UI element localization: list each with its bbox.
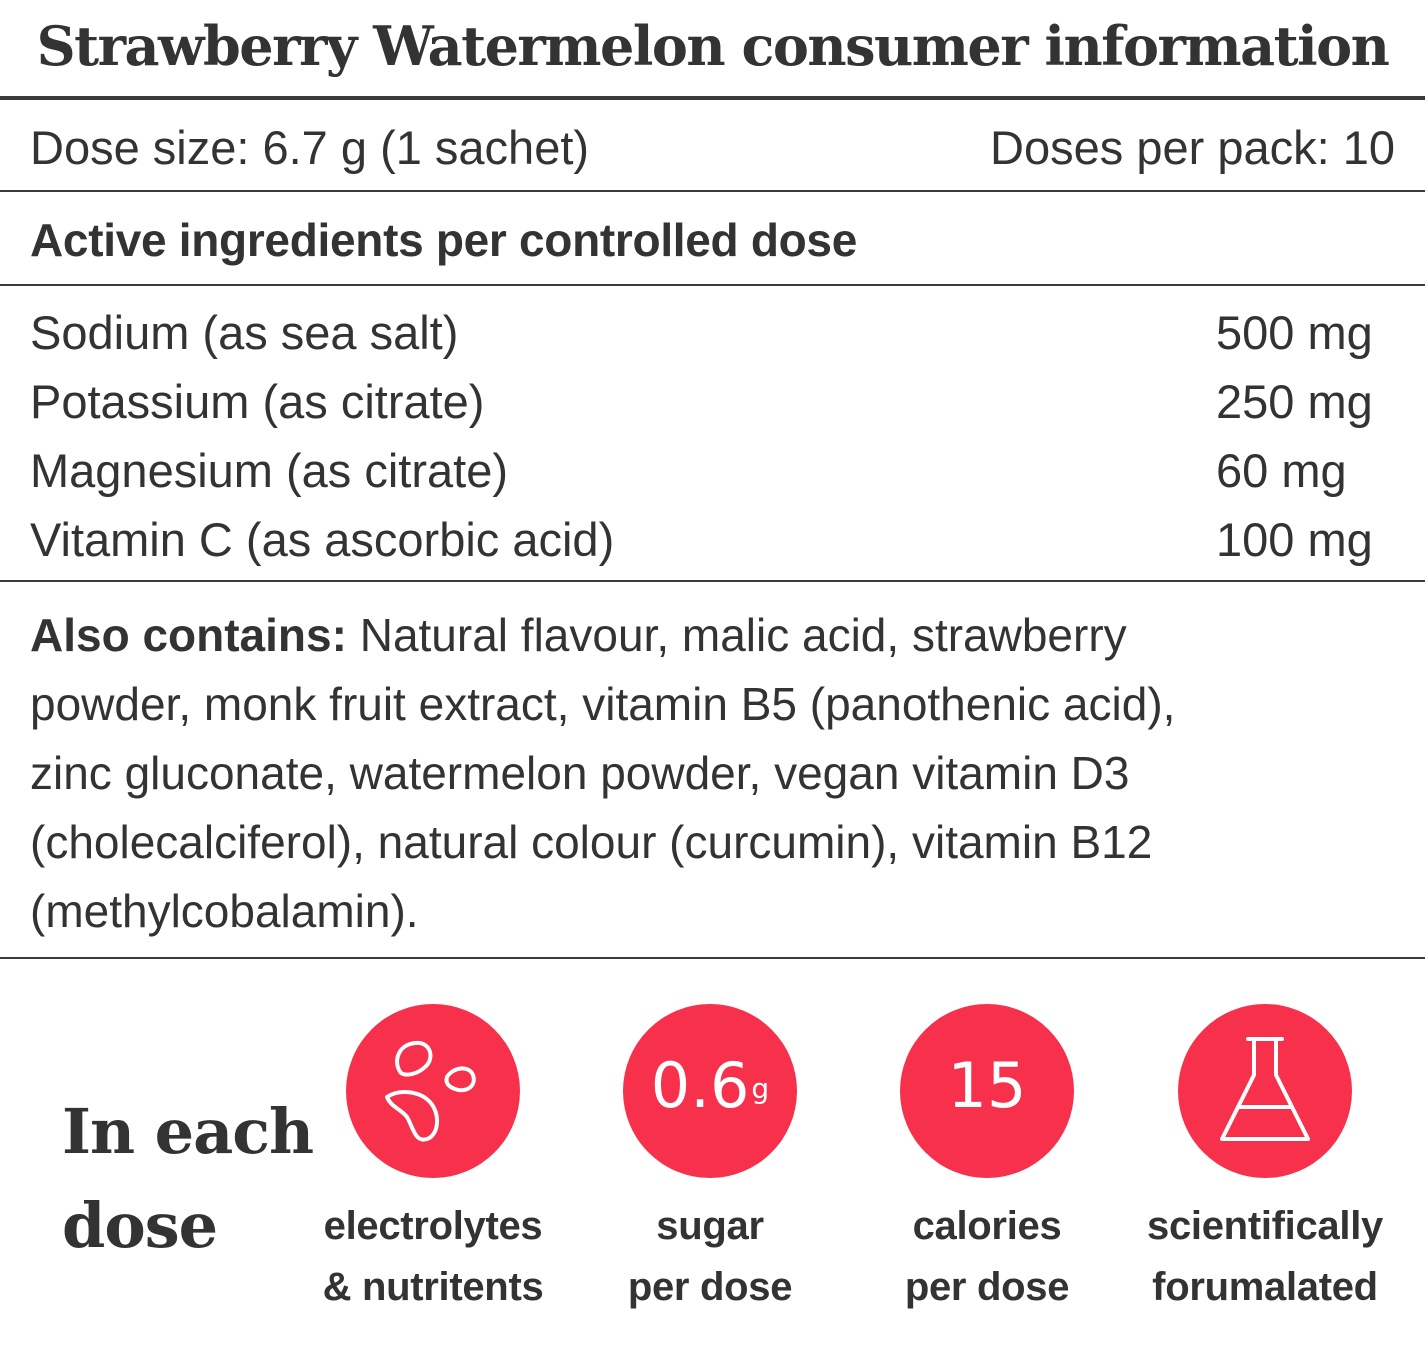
sugar-caption: sugar per dose xyxy=(560,1196,860,1318)
caption-line: scientifically xyxy=(1147,1204,1383,1248)
also-contains-line: Also contains: Natural flavour, malic ac… xyxy=(30,601,1410,670)
electrolytes-caption: electrolytes & nutritents xyxy=(283,1196,583,1318)
in-each-dose-line: In each xyxy=(62,1095,314,1168)
also-contains-line: (cholecalciferol), natural colour (curcu… xyxy=(30,816,1153,868)
dose-size: Dose size: 6.7 g (1 sachet) xyxy=(30,121,590,174)
in-each-dose-line: dose xyxy=(62,1189,218,1262)
also-contains-text: Natural flavour, malic acid, strawberry xyxy=(346,609,1127,661)
active-ingredients-heading: Active ingredients per controlled dose xyxy=(30,214,857,266)
caption-line: forumalated xyxy=(1152,1265,1378,1309)
ingredient-name: Magnesium (as citrate) xyxy=(30,444,508,497)
ingredient-amount: 60 mg xyxy=(1216,444,1347,497)
doses-per-pack: Doses per pack: 10 xyxy=(990,121,1395,174)
ingredient-name: Potassium (as citrate) xyxy=(30,375,485,428)
heading-divider xyxy=(0,284,1425,286)
sugar-unit: g xyxy=(751,1072,770,1105)
caption-line: per dose xyxy=(904,1265,1070,1309)
caption-line: & nutritents xyxy=(322,1265,544,1309)
in-each-dose-heading: In each dose xyxy=(62,1085,314,1273)
scientific-badge xyxy=(1178,1004,1352,1178)
ingredient-amount: 100 mg xyxy=(1216,513,1373,566)
droplets-icon xyxy=(385,1040,476,1142)
also-contains-divider xyxy=(0,957,1425,959)
ingredient-amount: 250 mg xyxy=(1216,375,1373,428)
ingredient-name: Sodium (as sea salt) xyxy=(30,306,459,359)
calories-badge: 15 xyxy=(900,1004,1074,1178)
flask-icon xyxy=(1220,1037,1310,1141)
page-title: Strawberry Watermelon consumer informati… xyxy=(36,14,1390,78)
ingredient-name: Vitamin C (as ascorbic acid) xyxy=(30,513,615,566)
caption-line: per dose xyxy=(627,1265,793,1309)
scientific-caption: scientifically forumalated xyxy=(1115,1196,1415,1318)
also-contains-line: (methylcobalamin). xyxy=(30,885,419,937)
sugar-value: 0.6 xyxy=(650,1049,750,1122)
ingredient-amount: 500 mg xyxy=(1216,306,1373,359)
calories-value: 15 xyxy=(947,1049,1027,1122)
also-contains-label: Also contains: xyxy=(30,609,347,661)
also-contains-line: powder, monk fruit extract, vitamin B5 (… xyxy=(30,678,1176,730)
title-divider xyxy=(0,96,1425,100)
caption-line: calories xyxy=(912,1204,1062,1248)
calories-caption: calories per dose xyxy=(837,1196,1137,1318)
also-contains: Also contains: Natural flavour, malic ac… xyxy=(30,601,1410,946)
caption-line: electrolytes xyxy=(323,1204,543,1248)
caption-line: sugar xyxy=(656,1204,764,1248)
also-contains-line: zinc gluconate, watermelon powder, vegan… xyxy=(30,747,1130,799)
dose-divider xyxy=(0,190,1425,192)
electrolytes-badge xyxy=(346,1004,520,1178)
ingredients-divider xyxy=(0,580,1425,582)
sugar-badge: 0.6 g xyxy=(623,1004,797,1178)
